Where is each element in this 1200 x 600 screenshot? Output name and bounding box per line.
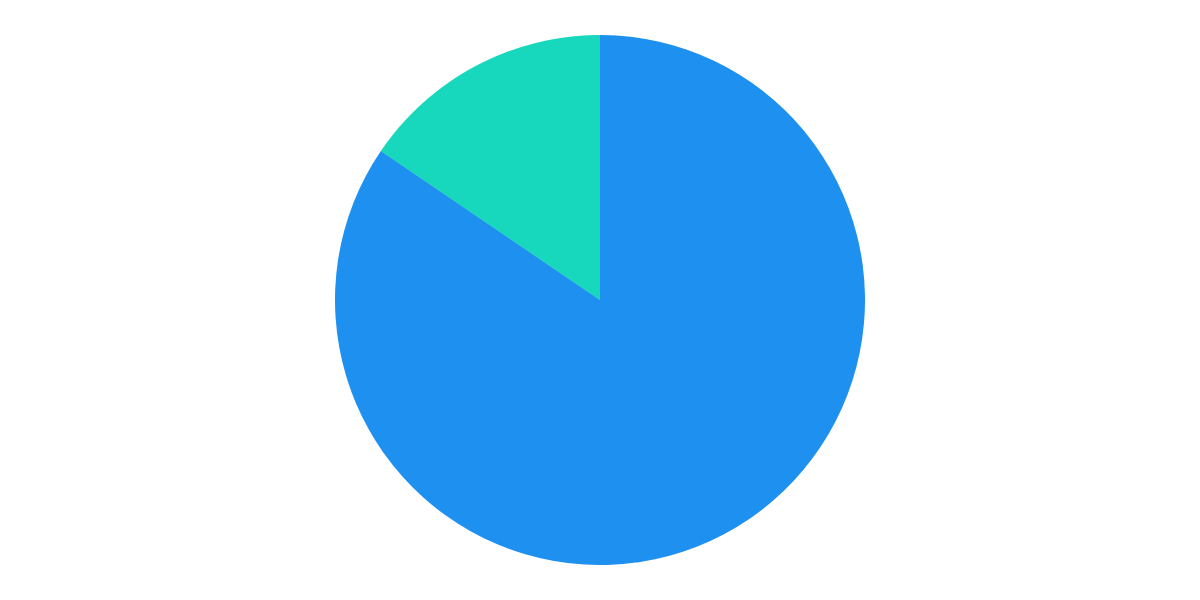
pie-chart	[335, 35, 865, 565]
pie-chart-container	[335, 35, 865, 565]
